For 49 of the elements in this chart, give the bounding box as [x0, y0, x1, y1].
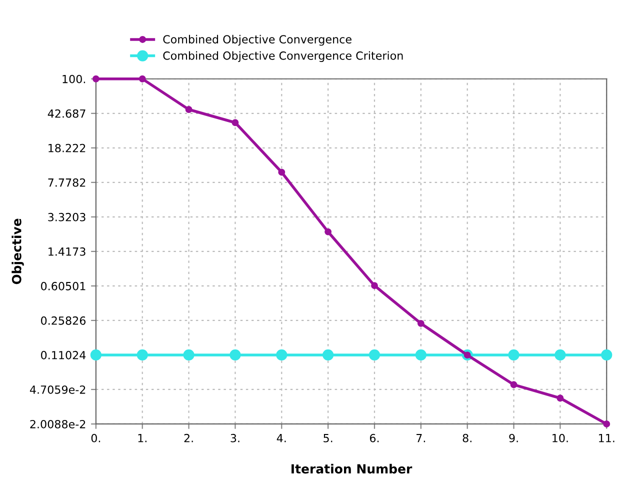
point	[322, 349, 334, 361]
point	[278, 168, 286, 176]
point	[183, 349, 194, 361]
y-tick-label: 7.7782	[48, 178, 86, 187]
x-tick-label: 8.	[462, 434, 472, 442]
point	[230, 349, 241, 361]
x-tick-label: 4.	[276, 434, 286, 442]
x-tick-label: 3.	[230, 434, 240, 442]
x-tick-label: 6.	[370, 434, 379, 442]
x-tick-label: 2.	[184, 434, 193, 442]
point	[90, 349, 102, 361]
point	[232, 119, 239, 126]
x-tick-label: 9.	[509, 434, 518, 442]
point	[508, 349, 520, 361]
legend-label: Combined Objective Convergence	[163, 34, 352, 46]
legend-label: Combined Objective Convergence Criterion	[163, 51, 403, 62]
x-tick-label: 1.	[138, 434, 146, 442]
point	[601, 349, 612, 361]
point	[371, 282, 378, 290]
point	[510, 381, 518, 388]
x-tick-label: 5.	[324, 434, 332, 442]
y-axis-title: Objective	[12, 218, 24, 284]
y-tick-label: 2.0088e-2	[30, 420, 86, 428]
point	[276, 349, 288, 361]
point	[554, 349, 566, 361]
y-tick-label: 4.7059e-2	[30, 385, 86, 394]
point	[138, 75, 146, 82]
point	[368, 349, 380, 361]
y-tick-label: 18.222	[48, 144, 86, 152]
point	[136, 349, 148, 361]
y-tick-label: 0.60501	[41, 282, 86, 290]
x-tick-label: 0.	[91, 434, 100, 442]
y-tick-label: 3.3203	[48, 212, 86, 222]
point	[92, 75, 100, 82]
y-tick-label: 1.4173	[48, 247, 86, 256]
point	[603, 420, 610, 428]
y-tick-label: 0.25826	[41, 316, 86, 325]
point	[417, 320, 424, 327]
y-tick-label: 100.	[62, 74, 86, 84]
y-tick-label: 0.11024	[41, 350, 86, 360]
point	[556, 394, 564, 402]
x-axis-title: Iteration Number	[292, 464, 412, 474]
x-tick-label: 10.	[552, 434, 568, 442]
y-tick-label: 42.687	[48, 109, 86, 118]
x-tick-label: 7.	[416, 434, 426, 442]
point	[185, 106, 192, 113]
point	[324, 228, 332, 236]
x-tick-label: 11.	[599, 434, 614, 442]
point	[415, 349, 426, 361]
